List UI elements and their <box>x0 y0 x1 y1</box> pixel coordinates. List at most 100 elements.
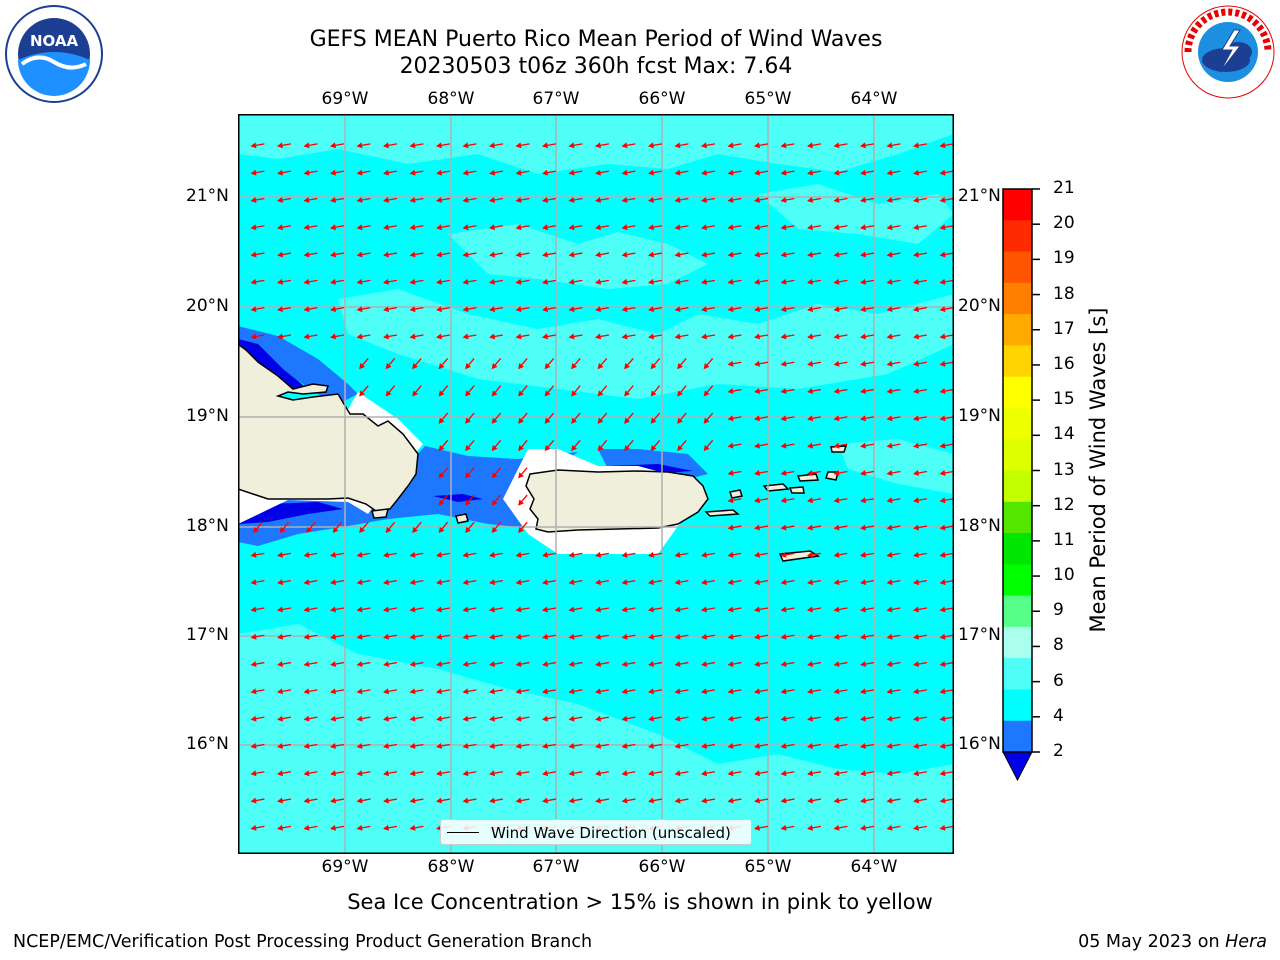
wind-wave-arrowhead <box>515 251 522 258</box>
wind-wave-arrowhead <box>701 306 708 313</box>
wind-wave-arrowhead <box>807 224 814 231</box>
wind-wave-arrowhead <box>886 333 893 340</box>
wind-wave-arrowhead <box>542 169 549 176</box>
wind-wave-arrowhead <box>674 661 681 668</box>
wind-wave-arrowhead <box>703 444 710 452</box>
wind-wave-arrowhead <box>807 606 814 613</box>
wind-wave-arrowhead <box>886 797 893 804</box>
wind-wave-arrowhead <box>277 633 284 640</box>
wind-wave-arrowhead <box>754 551 761 558</box>
wind-wave-arrowhead <box>544 363 551 370</box>
wind-wave-arrowhead <box>303 688 310 695</box>
lon-label-bottom: 69°W <box>321 857 369 877</box>
wind-wave-arrowhead <box>807 688 814 695</box>
wind-wave-arrowhead <box>277 606 284 613</box>
wind-wave-arrowhead <box>674 251 681 258</box>
colorbar-tick-label: 8 <box>1053 635 1064 656</box>
wind-wave-arrowhead <box>621 606 628 613</box>
colorbar-extend-arrow <box>1002 751 1033 782</box>
wind-wave-arrowhead <box>780 224 787 231</box>
wind-wave-arrowhead <box>754 360 761 367</box>
wind-wave-arrowhead <box>491 363 498 370</box>
wind-wave-arrowhead <box>250 770 257 777</box>
wind-wave-arrowhead <box>833 688 840 695</box>
wind-wave-arrowhead <box>303 197 310 203</box>
wind-wave-arrowhead <box>727 497 734 504</box>
wind-wave-arrowhead <box>701 551 708 558</box>
wind-wave-arrowhead <box>727 278 734 285</box>
wind-wave-arrowhead <box>624 363 630 370</box>
wind-wave-arrowhead <box>595 169 602 176</box>
wind-wave-arrowhead <box>515 197 522 203</box>
wind-wave-arrowhead <box>356 142 363 149</box>
wind-wave-arrowhead <box>913 306 920 313</box>
wind-wave-arrowhead <box>383 633 390 640</box>
wind-wave-arrowhead <box>754 224 761 231</box>
wind-wave-arrowhead <box>303 251 310 258</box>
wind-wave-arrowhead <box>277 251 284 258</box>
wind-wave-arrowhead <box>489 169 496 176</box>
wind-wave-arrowhead <box>648 251 655 258</box>
wind-wave-arrowhead <box>568 278 575 285</box>
wind-wave-arrowhead <box>860 251 867 258</box>
wind-wave-arrowhead <box>939 633 946 640</box>
colorbar-tick-label: 17 <box>1053 318 1075 339</box>
wind-wave-arrowhead <box>462 606 469 613</box>
wind-wave-arrowhead <box>330 333 337 340</box>
wind-wave-arrowhead <box>807 524 814 531</box>
wind-wave-arrowhead <box>939 415 946 422</box>
forecast-subtitle: 20230503 t06z 360h fcst Max: 7.64 <box>399 54 793 79</box>
wind-wave-arrowhead <box>701 142 708 149</box>
wind-wave-arrowhead <box>833 524 840 531</box>
wind-wave-arrowhead <box>833 278 840 285</box>
wind-wave-arrowhead <box>542 306 549 313</box>
wind-wave-arrowhead <box>913 360 920 367</box>
wind-wave-arrowhead <box>383 661 390 668</box>
wind-wave-arrowhead <box>438 526 445 533</box>
wind-wave-arrowhead <box>807 360 814 367</box>
wind-wave-arrowhead <box>356 743 363 749</box>
nws-logo-icon <box>1180 4 1276 100</box>
wind-wave-arrowhead <box>250 169 257 176</box>
wind-wave-arrowhead <box>436 278 443 285</box>
wind-wave-arrowhead <box>807 797 814 804</box>
wind-wave-arrowhead <box>356 169 363 176</box>
wind-wave-arrowhead <box>807 497 814 504</box>
wind-wave-arrowhead <box>518 390 524 397</box>
wind-wave-arrowhead <box>542 333 549 340</box>
wind-wave-arrowhead <box>674 224 681 231</box>
wind-wave-arrowhead <box>568 142 575 149</box>
wind-wave-arrowhead <box>621 661 628 668</box>
wind-wave-arrowhead <box>436 797 443 804</box>
wind-wave-arrowhead <box>462 197 469 203</box>
mona-island <box>455 513 469 524</box>
wind-wave-arrowhead <box>568 633 575 640</box>
wind-wave-arrowhead <box>648 770 655 777</box>
wind-wave-arrowhead <box>727 743 734 749</box>
wind-wave-arrowhead <box>489 197 496 203</box>
wind-wave-arrowhead <box>701 579 708 586</box>
wind-wave-arrowhead <box>595 142 602 149</box>
wind-wave-arrowhead <box>780 661 787 668</box>
wind-wave-arrowhead <box>674 197 681 203</box>
wind-wave-arrowhead <box>886 770 893 777</box>
wind-wave-arrowhead <box>595 333 602 340</box>
wind-wave-arrowhead <box>383 142 390 149</box>
wind-wave-arrowhead <box>409 715 416 722</box>
wind-wave-arrowhead <box>727 415 734 422</box>
wind-wave-arrowhead <box>674 743 681 749</box>
wind-wave-arrowhead <box>568 743 575 749</box>
wind-wave-arrowhead <box>383 743 390 749</box>
wind-wave-arrowhead <box>886 306 893 313</box>
wind-wave-arrowhead <box>727 715 734 722</box>
wind-wave-arrowhead <box>939 770 946 777</box>
wind-wave-arrowhead <box>515 661 522 668</box>
wind-wave-arrowhead <box>754 333 761 340</box>
wind-wave-arrowhead <box>886 661 893 668</box>
wind-wave-arrowhead <box>701 743 708 749</box>
wind-wave-arrowhead <box>807 306 814 313</box>
wind-wave-arrowhead <box>303 142 310 149</box>
colorbar-block <box>1003 251 1032 284</box>
wind-wave-arrowhead <box>780 551 787 558</box>
wind-wave-arrowhead <box>860 197 867 203</box>
